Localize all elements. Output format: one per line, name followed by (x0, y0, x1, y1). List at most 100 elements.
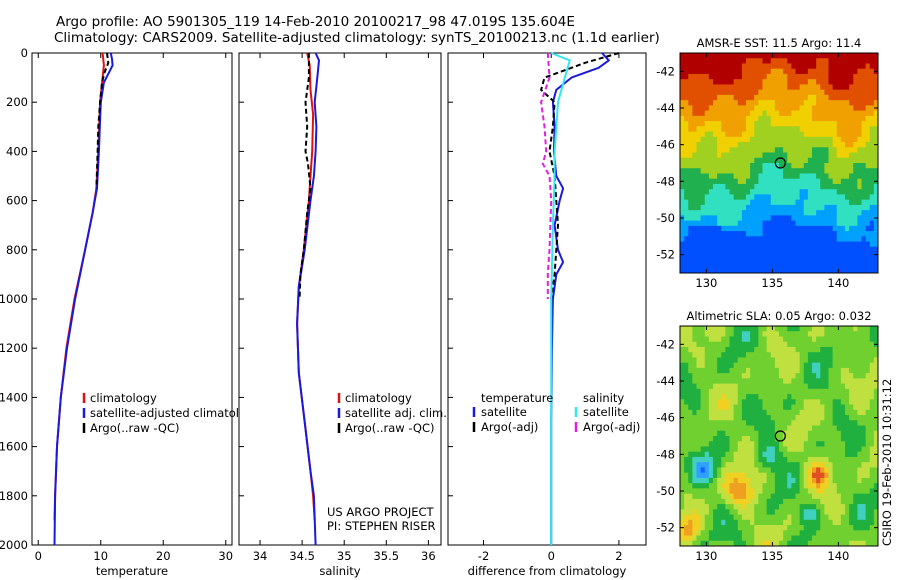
heatmap-cell (684, 142, 689, 148)
heatmap-cell (791, 472, 796, 479)
heatmap-cell (836, 336, 842, 343)
heatmap-cell (725, 346, 730, 353)
heatmap-cell (873, 472, 879, 479)
heatmap-cell (828, 147, 834, 153)
heatmap-cell (729, 451, 735, 458)
x-tick-label: 135 (761, 276, 783, 290)
heatmap-cell (708, 540, 714, 547)
legend-label: climatology (345, 391, 412, 405)
heatmap-cell (799, 225, 805, 232)
heatmap-cell (853, 252, 858, 258)
heatmap-cell (704, 483, 710, 489)
heatmap-cell (820, 199, 825, 206)
x-axis-label: difference from climatology (468, 564, 627, 578)
heatmap-cell (849, 504, 854, 510)
heatmap-cell (787, 346, 792, 353)
heatmap-cell (688, 362, 693, 369)
heatmap-cell (845, 73, 850, 80)
heatmap-cell (803, 210, 809, 216)
heatmap-cell (770, 231, 776, 237)
heatmap-cell (729, 456, 735, 463)
heatmap-cell (840, 336, 846, 343)
heatmap-cell (816, 388, 821, 395)
heatmap-cell (832, 121, 838, 127)
heatmap-cell (820, 540, 825, 547)
heatmap-cell (803, 388, 809, 395)
heatmap-cell (746, 519, 751, 526)
heatmap-cell (869, 399, 875, 405)
heatmap-cell (688, 262, 693, 269)
heatmap-cell (688, 63, 693, 70)
heatmap-cell (779, 341, 784, 348)
heatmap-cell (717, 472, 722, 479)
heatmap-cell (812, 472, 817, 479)
heatmap-cell (708, 383, 714, 390)
heatmap-cell (684, 456, 689, 463)
heatmap-cell (791, 441, 796, 447)
heatmap-cell (824, 136, 829, 143)
heatmap-cell (766, 352, 772, 358)
heatmap-cell (692, 331, 697, 337)
heatmap-cell (803, 252, 809, 258)
heatmap-cell (754, 525, 759, 531)
heatmap-cell (766, 262, 772, 269)
heatmap-cell (803, 100, 809, 106)
heatmap-cell (700, 483, 706, 489)
heatmap-cell (832, 409, 838, 416)
heatmap-cell (873, 498, 879, 505)
heatmap-cell (799, 73, 805, 80)
heatmap-cell (729, 73, 735, 80)
heatmap-cell (828, 373, 834, 379)
heatmap-cell (696, 68, 702, 75)
heatmap-cell (741, 152, 747, 159)
heatmap-cell (812, 126, 817, 132)
heatmap-cell (840, 84, 846, 91)
heatmap-cell (807, 483, 813, 489)
heatmap-cell (812, 246, 817, 253)
heatmap-cell (820, 409, 825, 416)
heatmap-cell (692, 420, 697, 426)
heatmap-cell (725, 236, 730, 242)
heatmap-cell (725, 68, 730, 75)
heatmap-cell (680, 136, 685, 143)
heatmap-cell (750, 89, 755, 96)
heatmap-cell (741, 488, 747, 495)
heatmap-cell (857, 436, 862, 442)
heatmap-cell (865, 488, 871, 495)
heatmap-cell (869, 241, 875, 248)
heatmap-cell (873, 530, 879, 536)
heatmap-cell (820, 136, 825, 143)
heatmap-cell (754, 362, 759, 369)
heatmap-cell (700, 430, 706, 437)
heatmap-cell (845, 399, 850, 405)
heatmap-cell (733, 210, 739, 216)
heatmap-cell (733, 152, 739, 159)
heatmap-cell (717, 173, 722, 180)
heatmap-cell (717, 498, 722, 505)
heatmap-cell (840, 262, 846, 269)
heatmap-cell (832, 147, 838, 153)
heatmap-cell (750, 346, 755, 353)
heatmap-cell (832, 493, 838, 500)
heatmap-cell (700, 456, 706, 463)
heatmap-cell (746, 84, 751, 91)
heatmap-cell (737, 147, 743, 153)
x-tick-label: 130 (695, 276, 717, 290)
heatmap-cell (688, 199, 693, 206)
heatmap-cell (713, 446, 718, 453)
heatmap-cell (853, 404, 858, 411)
heatmap-cell (840, 89, 846, 96)
heatmap-cell (807, 68, 813, 75)
heatmap-cell (820, 147, 825, 153)
heatmap-cell (766, 115, 772, 122)
heatmap-cell (849, 540, 854, 547)
heatmap-cell (737, 252, 743, 258)
heatmap-cell (696, 267, 702, 274)
heatmap-cell (733, 415, 739, 421)
heatmap-cell (770, 420, 776, 426)
heatmap-cell (754, 147, 759, 153)
heatmap-cell (708, 257, 714, 263)
heatmap-cell (688, 540, 693, 547)
heatmap-cell (832, 436, 838, 442)
heatmap-cell (746, 331, 751, 337)
